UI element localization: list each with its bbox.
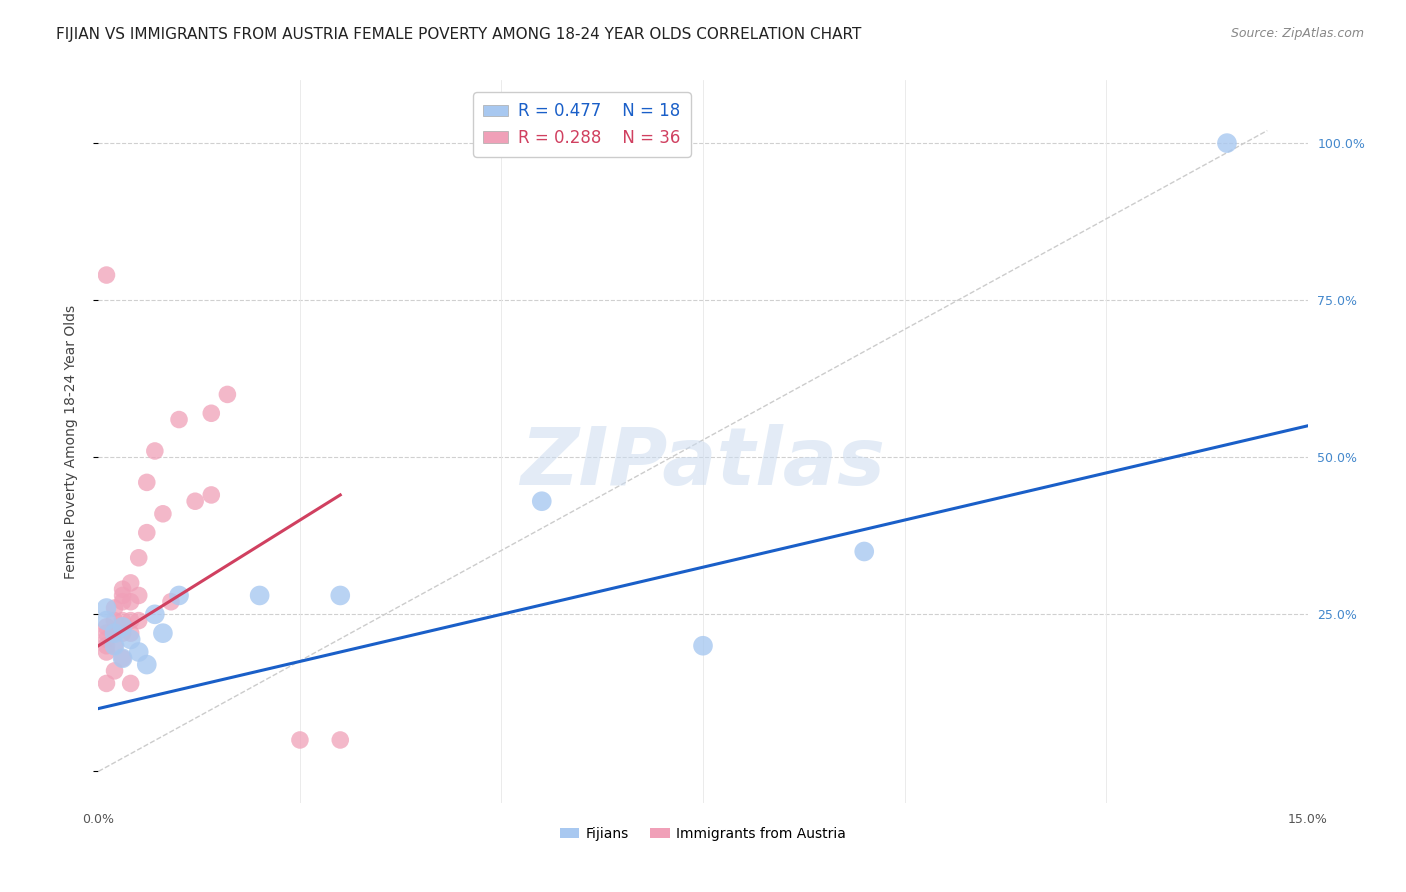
Point — [96, 614, 118, 628]
Point — [288, 733, 311, 747]
Point — [135, 657, 157, 672]
Point — [96, 620, 118, 634]
Text: FIJIAN VS IMMIGRANTS FROM AUSTRIA FEMALE POVERTY AMONG 18-24 YEAR OLDS CORRELATI: FIJIAN VS IMMIGRANTS FROM AUSTRIA FEMALE… — [56, 27, 862, 42]
Point — [103, 664, 125, 678]
Point — [128, 645, 150, 659]
Point — [96, 632, 118, 647]
Point — [329, 733, 352, 747]
Point — [120, 626, 142, 640]
Point — [96, 645, 118, 659]
Point — [128, 589, 150, 603]
Point — [120, 614, 142, 628]
Point — [111, 651, 134, 665]
Point — [120, 595, 142, 609]
Point — [120, 676, 142, 690]
Point — [160, 595, 183, 609]
Point — [96, 639, 118, 653]
Point — [143, 444, 166, 458]
Point — [111, 582, 134, 597]
Point — [167, 589, 190, 603]
Point — [135, 475, 157, 490]
Point — [1216, 136, 1239, 150]
Point — [111, 589, 134, 603]
Point — [249, 589, 271, 603]
Point — [143, 607, 166, 622]
Point — [152, 626, 174, 640]
Point — [96, 601, 118, 615]
Point — [200, 488, 222, 502]
Point — [152, 507, 174, 521]
Point — [128, 614, 150, 628]
Point — [853, 544, 876, 558]
Point — [103, 626, 125, 640]
Point — [128, 550, 150, 565]
Point — [103, 639, 125, 653]
Point — [120, 575, 142, 590]
Point — [96, 268, 118, 282]
Text: Source: ZipAtlas.com: Source: ZipAtlas.com — [1230, 27, 1364, 40]
Point — [217, 387, 239, 401]
Point — [120, 632, 142, 647]
Point — [111, 614, 134, 628]
Point — [103, 601, 125, 615]
Point — [200, 406, 222, 420]
Point — [692, 639, 714, 653]
Point — [184, 494, 207, 508]
Point — [96, 626, 118, 640]
Point — [111, 595, 134, 609]
Point — [329, 589, 352, 603]
Point — [111, 626, 134, 640]
Point — [111, 651, 134, 665]
Point — [135, 525, 157, 540]
Point — [111, 620, 134, 634]
Point — [103, 626, 125, 640]
Y-axis label: Female Poverty Among 18-24 Year Olds: Female Poverty Among 18-24 Year Olds — [63, 304, 77, 579]
Point — [167, 412, 190, 426]
Text: ZIPatlas: ZIPatlas — [520, 425, 886, 502]
Point — [103, 614, 125, 628]
Legend: Fijians, Immigrants from Austria: Fijians, Immigrants from Austria — [554, 822, 852, 847]
Point — [96, 676, 118, 690]
Point — [103, 639, 125, 653]
Point — [530, 494, 553, 508]
